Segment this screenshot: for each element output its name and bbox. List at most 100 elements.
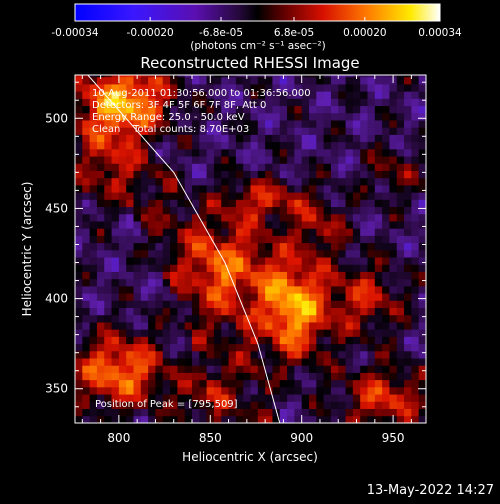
heatmap-cell [148, 206, 156, 215]
heatmap-cell [411, 156, 420, 164]
heatmap-cell [118, 415, 127, 423]
heatmap-cell [192, 228, 200, 236]
heatmap-cell [199, 91, 208, 99]
heatmap-cell [118, 75, 127, 78]
heatmap-cell [206, 228, 215, 236]
heatmap-cell [265, 242, 273, 251]
heatmap-cell [104, 343, 112, 352]
heatmap-cell [294, 350, 303, 359]
heatmap-cell [316, 105, 325, 114]
heatmap-cell [272, 134, 281, 143]
heatmap-cell [265, 249, 273, 258]
heatmap-cell [338, 264, 346, 272]
heatmap-cell [338, 228, 346, 236]
heatmap-cell [75, 350, 83, 359]
heatmap-cell [382, 192, 390, 200]
heatmap-cell [360, 343, 368, 352]
heatmap-cell [82, 91, 91, 99]
heatmap-cell [243, 76, 251, 85]
heatmap-cell [184, 148, 193, 157]
heatmap-cell [140, 293, 149, 301]
heatmap-cell [118, 322, 127, 330]
heatmap-cell [228, 221, 237, 229]
heatmap-cell [404, 242, 412, 251]
heatmap-cell [213, 379, 222, 388]
heatmap-cell [184, 350, 193, 359]
heatmap-cell [374, 120, 383, 128]
heatmap-cell [162, 300, 171, 309]
heatmap-cell [323, 91, 332, 99]
heatmap-cell [148, 401, 156, 409]
heatmap-cell [148, 98, 156, 107]
heatmap-cell [155, 271, 164, 280]
heatmap-cell [382, 394, 390, 402]
heatmap-cell [89, 199, 98, 208]
heatmap-cell [126, 408, 134, 417]
heatmap-cell [140, 148, 149, 157]
heatmap-cell [184, 163, 193, 171]
heatmap-cell [323, 163, 332, 171]
heatmap-cell [367, 228, 376, 236]
heatmap-cell [177, 228, 186, 236]
heatmap-cell [323, 314, 332, 323]
heatmap-cell [316, 242, 325, 251]
heatmap-cell [301, 163, 310, 171]
colorbar-tick-label: 0.00020 [343, 27, 386, 39]
heatmap-cell [294, 285, 303, 294]
heatmap-cell [367, 206, 376, 215]
heatmap-cell [155, 307, 164, 316]
heatmap-cell [162, 120, 171, 128]
heatmap-cell [396, 228, 405, 236]
heatmap-cell [221, 192, 229, 200]
heatmap-cell [389, 184, 398, 193]
heatmap-cell [352, 84, 361, 92]
heatmap-cell [111, 192, 120, 200]
heatmap-cell [345, 365, 354, 373]
heatmap-cell [126, 415, 134, 423]
heatmap-cell [279, 170, 288, 179]
heatmap-cell [279, 278, 288, 287]
heatmap-cell [89, 156, 98, 164]
heatmap-cell [96, 148, 105, 157]
heatmap-cell [287, 372, 295, 381]
heatmap-cell [272, 278, 281, 287]
heatmap-cell [89, 134, 98, 143]
heatmap-cell [338, 184, 346, 193]
heatmap-cell [155, 329, 164, 337]
heatmap-cell [184, 257, 193, 265]
heatmap-cell [382, 307, 390, 316]
heatmap-cell [367, 285, 376, 294]
heatmap-cell [309, 293, 317, 301]
heatmap-cell [257, 271, 266, 280]
heatmap-cell [367, 300, 376, 309]
heatmap-cell [177, 91, 186, 99]
heatmap-cell [360, 177, 368, 186]
heatmap-cell [360, 199, 368, 208]
heatmap-cell [374, 329, 383, 337]
heatmap-cell [228, 112, 237, 121]
heatmap-cell [309, 170, 317, 179]
heatmap-cell [75, 322, 83, 330]
heatmap-cell [309, 91, 317, 99]
heatmap-cell [404, 156, 412, 164]
heatmap-cell [243, 386, 251, 395]
heatmap-cell [82, 358, 91, 366]
heatmap-cell [418, 98, 426, 107]
heatmap-cell [133, 192, 142, 200]
heatmap-cell [287, 408, 295, 417]
heatmap-cell [374, 386, 383, 395]
heatmap-cell [411, 264, 420, 272]
heatmap-cell [228, 213, 237, 222]
heatmap-cell [243, 249, 251, 258]
heatmap-cell [404, 365, 412, 373]
heatmap-cell [272, 322, 281, 330]
heatmap-cell [192, 386, 200, 395]
heatmap-cell [133, 249, 142, 258]
heatmap-cell [301, 213, 310, 222]
heatmap-cell [338, 127, 346, 135]
heatmap-cell [243, 184, 251, 193]
heatmap-cell [140, 242, 149, 251]
heatmap-cell [206, 134, 215, 143]
heatmap-cell [111, 278, 120, 287]
heatmap-cell [155, 192, 164, 200]
